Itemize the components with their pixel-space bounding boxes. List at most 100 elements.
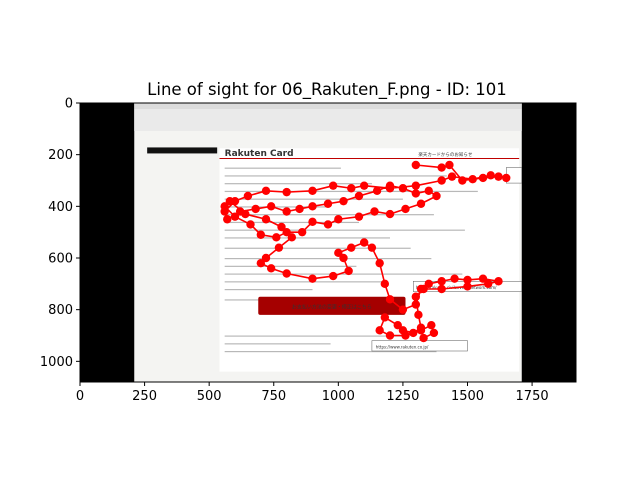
gaze-point-6 <box>502 173 511 183</box>
gaze-point-64 <box>328 271 338 281</box>
gaze-point-39 <box>401 204 410 214</box>
rakuten-logo-text: Rakuten Card <box>225 149 294 159</box>
y-tick-label: 1000 <box>40 355 73 370</box>
gaze-point-40 <box>385 209 395 219</box>
gaze-point-15 <box>328 181 338 190</box>
gaze-point-96 <box>401 331 410 340</box>
x-tick-label: 1250 <box>386 389 419 404</box>
text-line <box>224 198 403 200</box>
gaze-point-35 <box>411 189 421 198</box>
gaze-point-66 <box>339 253 348 263</box>
gaze-point-99 <box>429 328 439 338</box>
cta-button-text: お支払い方法の変更・修正はこちら <box>292 303 372 310</box>
y-axis: 0 200 400 600 800 1000 <box>40 97 80 370</box>
gaze-point-42 <box>354 212 364 221</box>
gaze-point-52 <box>220 202 229 211</box>
gaze-point-97 <box>416 326 426 335</box>
gaze-point-36 <box>424 186 433 196</box>
gaze-point-88 <box>414 310 423 320</box>
gaze-point-61 <box>266 264 276 273</box>
gaze-point-16 <box>308 186 317 196</box>
gaze-point-85 <box>437 284 446 294</box>
gaze-point-65 <box>344 266 353 276</box>
gaze-point-29 <box>323 199 333 208</box>
gaze-point-63 <box>308 274 317 283</box>
gaze-point-5 <box>494 172 503 181</box>
gaze-point-3 <box>458 176 467 185</box>
x-axis: 0 250 500 750 1000 1250 1500 1750 <box>76 382 549 404</box>
gaze-point-25 <box>266 202 276 211</box>
gaze-point-55 <box>261 215 271 224</box>
gaze-point-45 <box>308 217 317 227</box>
text-line <box>224 335 406 337</box>
y-tick-label: 0 <box>65 97 73 112</box>
gaze-point-50 <box>246 220 255 229</box>
y-tick-label: 200 <box>48 148 73 163</box>
text-line <box>224 237 390 239</box>
gaze-point-100 <box>419 333 428 343</box>
gaze-point-54 <box>241 209 250 219</box>
gaze-point-56 <box>277 222 286 232</box>
text-line <box>224 175 447 177</box>
gaze-point-48 <box>272 233 281 242</box>
gaze-point-58 <box>274 243 284 252</box>
text-line <box>224 247 411 249</box>
gaze-point-92 <box>393 320 402 330</box>
gaze-point-75 <box>411 300 421 309</box>
gaze-point-11 <box>411 181 421 190</box>
gaze-point-32 <box>372 186 382 196</box>
gaze-point-86 <box>419 284 428 294</box>
text-line <box>224 281 388 283</box>
gaze-point-30 <box>339 196 348 206</box>
gaze-point-83 <box>483 279 493 289</box>
gaze-point-84 <box>463 282 472 291</box>
x-tick-label: 250 <box>132 389 157 404</box>
gaze-point-53 <box>225 196 235 206</box>
gaze-point-41 <box>370 207 379 216</box>
y-tick-label: 800 <box>48 303 73 318</box>
gaze-point-68 <box>347 243 356 252</box>
link-box-2 <box>371 340 468 352</box>
text-line <box>224 206 328 208</box>
link-2-text: https://www.rakuten.co.jp/ <box>376 344 429 349</box>
gaze-point-24 <box>251 204 260 214</box>
gaze-point-17 <box>282 187 291 197</box>
gaze-point-14 <box>347 184 356 193</box>
gaze-point-18 <box>261 186 271 196</box>
y-tick-label: 600 <box>48 252 73 267</box>
text-line <box>224 289 313 291</box>
gaze-point-9 <box>447 172 457 181</box>
redacted-address <box>147 147 218 154</box>
gaze-point-49 <box>256 230 266 239</box>
x-tick-label: 0 <box>76 389 84 404</box>
gaze-point-46 <box>297 227 307 237</box>
gaze-point-59 <box>261 253 271 263</box>
gaze-point-95 <box>385 331 395 340</box>
gaze-point-27 <box>295 204 304 214</box>
mail-header <box>134 109 522 131</box>
x-tick-label: 1500 <box>451 389 484 404</box>
gaze-point-2 <box>445 160 454 170</box>
gaze-point-38 <box>416 199 426 208</box>
text-line <box>224 351 437 353</box>
text-line <box>224 167 341 169</box>
x-tick-label: 500 <box>197 389 222 404</box>
text-line <box>224 343 331 345</box>
gaze-point-82 <box>494 277 503 286</box>
gaze-point-31 <box>354 191 364 201</box>
gaze-point-77 <box>424 279 433 289</box>
gaze-point-87 <box>411 292 421 301</box>
gaze-point-37 <box>432 191 441 201</box>
text-line <box>224 229 465 231</box>
gaze-point-44 <box>323 220 333 229</box>
gaze-point-57 <box>287 233 297 242</box>
x-tick-label: 750 <box>261 389 286 404</box>
x-tick-label: 1750 <box>516 389 549 404</box>
gaze-point-7 <box>486 171 495 180</box>
gaze-points <box>220 160 511 343</box>
gaze-point-98 <box>427 320 436 330</box>
gaze-point-4 <box>478 173 488 183</box>
gaze-point-71 <box>375 258 384 268</box>
cta-button-image <box>258 296 406 315</box>
